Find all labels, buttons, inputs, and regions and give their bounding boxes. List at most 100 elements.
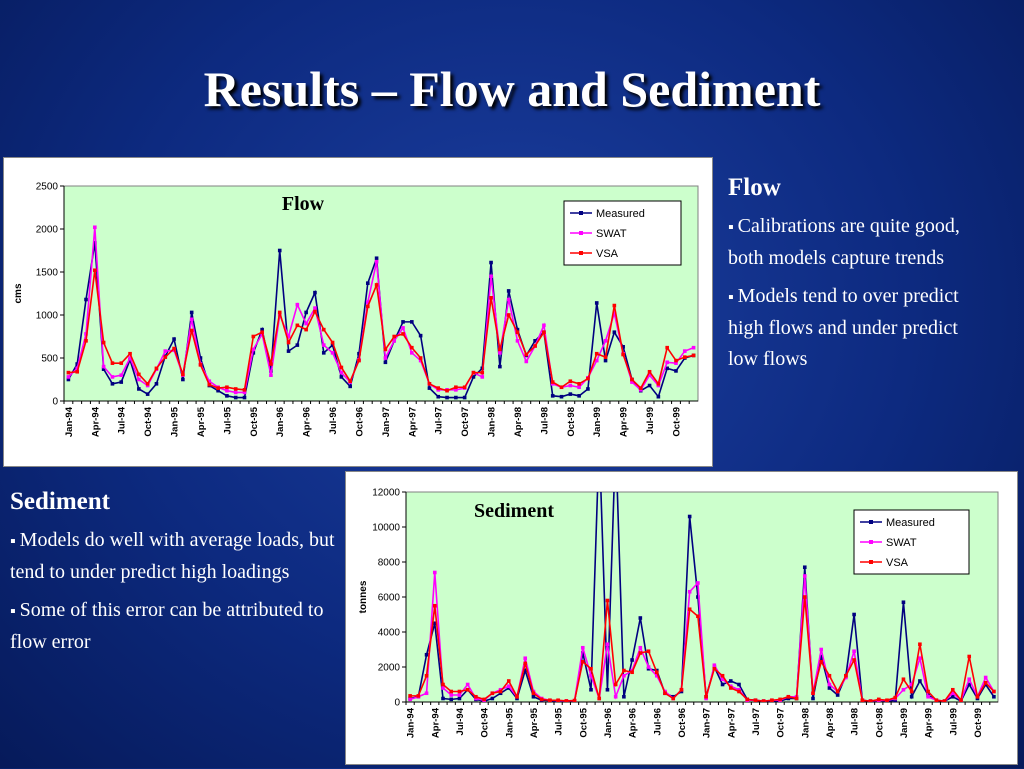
data-point [647, 383, 652, 388]
y-tick-label: 2000 [378, 663, 401, 674]
data-point [687, 589, 692, 594]
data-point [128, 351, 132, 356]
data-point [802, 574, 807, 578]
data-point [416, 694, 421, 698]
data-point [339, 375, 344, 379]
data-point [383, 356, 388, 360]
data-point [424, 652, 429, 657]
data-point [580, 645, 585, 650]
data-point [868, 699, 873, 702]
data-point [101, 364, 106, 369]
data-point [410, 351, 414, 355]
x-tick-label: Oct-97 [776, 708, 787, 738]
x-tick-label: Jan-94 [406, 707, 417, 738]
data-point [436, 386, 441, 390]
data-point [119, 380, 124, 384]
data-point [198, 356, 203, 360]
data-point [154, 382, 159, 386]
data-point [260, 330, 264, 334]
x-tick-label: Jul-98 [539, 407, 550, 434]
data-point [605, 642, 610, 647]
notes-heading: Flow [728, 174, 781, 201]
data-point [286, 349, 291, 353]
data-point [654, 670, 659, 675]
data-point [656, 382, 661, 386]
data-point [330, 351, 335, 355]
data-point [671, 696, 676, 701]
legend-marker [869, 520, 873, 524]
data-point [605, 598, 610, 603]
data-point [622, 694, 626, 699]
x-tick-label: Jul-96 [328, 407, 339, 434]
data-point [269, 373, 273, 377]
data-point [674, 369, 678, 373]
data-point [313, 290, 317, 295]
data-point [682, 349, 687, 353]
x-tick-label: Jul-98 [850, 708, 861, 735]
legend: Measured SWAT VSA [853, 509, 970, 575]
x-tick-label: Oct-95 [578, 707, 589, 737]
data-point [75, 369, 80, 374]
data-point [313, 309, 317, 314]
data-point [506, 679, 511, 683]
data-point [638, 651, 643, 655]
data-point [704, 694, 708, 699]
data-point [696, 614, 700, 619]
data-point [515, 694, 519, 699]
data-point [163, 355, 168, 359]
bullet: Models tend to over predict high flows a… [728, 281, 988, 375]
data-point [330, 343, 335, 347]
data-point [770, 698, 774, 702]
data-point [647, 373, 652, 377]
bullet: Calibrations are quite good, both models… [728, 211, 988, 274]
data-point [321, 351, 326, 355]
data-point [603, 355, 608, 359]
data-point [934, 698, 939, 702]
data-point [128, 356, 132, 360]
data-point [137, 372, 141, 377]
x-tick-label: Apr-99 [619, 407, 630, 437]
data-point [374, 283, 379, 287]
x-tick-label: Jan-99 [899, 708, 910, 738]
data-point [580, 659, 585, 664]
y-tick-label: 10000 [372, 523, 400, 534]
data-point [330, 340, 335, 345]
data-point [181, 377, 185, 382]
chart-frame: 0 2000 4000 6000 8000 10000 12000 Jan-94 Apr-94 J… [345, 471, 1018, 765]
data-point [474, 694, 478, 699]
data-point [794, 696, 799, 701]
data-point [559, 385, 564, 390]
y-tick-label: 2500 [36, 182, 59, 193]
legend: Measured SWAT VSA [563, 200, 682, 266]
x-tick-label: Jul-96 [652, 708, 663, 735]
data-point [449, 689, 454, 694]
data-point [498, 364, 502, 369]
data-point [490, 696, 495, 701]
data-point [827, 673, 832, 678]
data-point [594, 358, 599, 363]
data-point [589, 673, 593, 678]
notes-heading: Sediment [10, 488, 110, 515]
data-point [295, 302, 300, 307]
data-point [926, 694, 930, 699]
data-point [515, 330, 520, 334]
data-point [638, 616, 643, 620]
data-point [630, 670, 634, 675]
data-point [101, 340, 106, 345]
data-point [835, 693, 840, 697]
bullet: Models do well with average loads, but t… [10, 525, 335, 588]
data-point [687, 607, 692, 612]
y-tick-label: 8000 [378, 558, 401, 569]
x-tick-label: Apr-98 [513, 407, 524, 437]
y-tick-label: 0 [394, 698, 400, 709]
legend-marker [579, 231, 583, 235]
data-point [93, 240, 97, 245]
data-point [975, 694, 980, 699]
data-point [432, 603, 437, 608]
legend-label: VSA [596, 248, 619, 260]
data-point [524, 359, 529, 364]
data-point [445, 388, 449, 393]
x-tick-label: Apr-94 [90, 406, 101, 437]
data-point [665, 366, 669, 371]
